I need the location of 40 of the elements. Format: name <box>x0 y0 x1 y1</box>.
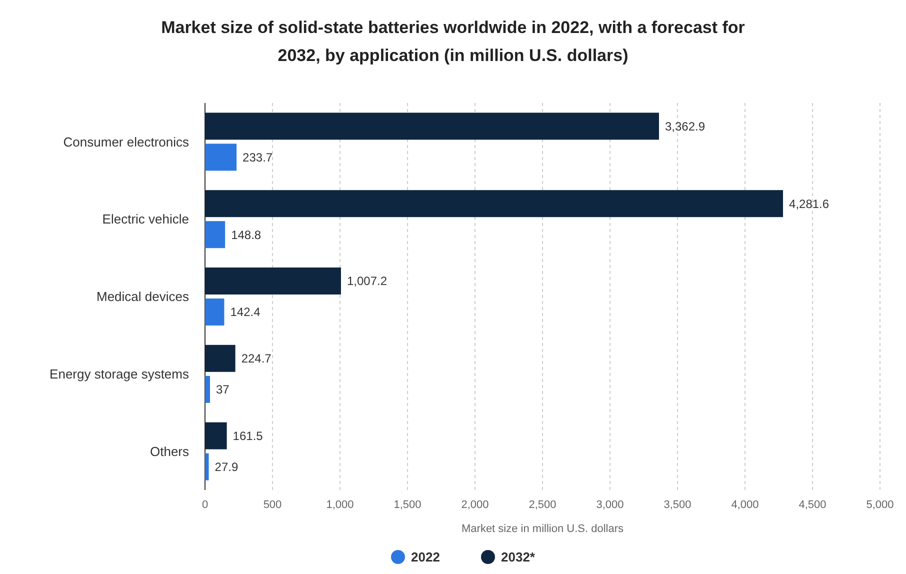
data-label: 1,007.2 <box>346 274 388 288</box>
x-tick-label: 3,500 <box>664 499 692 511</box>
y-tick-label: Electric vehicle <box>102 212 189 227</box>
bar <box>205 144 237 171</box>
data-label: 142.4 <box>230 305 261 320</box>
x-tick-label: 1,000 <box>326 499 354 511</box>
y-tick-label: Others <box>150 444 190 459</box>
x-tick-label: 4,500 <box>798 499 826 511</box>
x-tick-label: 2,000 <box>461 499 489 511</box>
x-axis-title: Market size in million U.S. dollars <box>462 523 624 535</box>
bar <box>205 422 227 450</box>
bar <box>205 344 236 372</box>
x-tick-label: 4,000 <box>731 499 759 511</box>
legend-label: 2032* <box>501 550 536 565</box>
bar <box>205 112 659 140</box>
data-label: 27.9 <box>214 460 238 474</box>
legend-label: 2022 <box>411 550 440 565</box>
data-label: 4,281.6 <box>789 196 830 211</box>
bar <box>205 221 226 248</box>
bar <box>205 298 224 326</box>
bar <box>205 268 341 294</box>
data-label: 233.7 <box>242 150 273 164</box>
bar <box>205 376 210 403</box>
x-tick-label: 0 <box>202 499 208 511</box>
chart-title: Market size of solid-state batteries worldwide in 2022, with a forecast for 2032, by application (in million U.S. dollars) <box>161 18 746 65</box>
y-tick-label: Energy storage systems <box>50 366 190 382</box>
x-tick-label: 500 <box>263 499 282 511</box>
x-tick-label: 3,000 <box>596 499 624 511</box>
y-tick-label: Medical devices <box>96 289 190 304</box>
x-tick-label: 5,000 <box>866 499 894 511</box>
data-label: 224.7 <box>241 352 272 366</box>
y-tick-label: Consumer electronics <box>63 134 190 150</box>
data-label: 37 <box>216 382 230 397</box>
data-label: 161.5 <box>232 429 264 443</box>
x-tick-label: 1,500 <box>394 499 422 511</box>
bar <box>205 453 209 480</box>
bar <box>205 190 784 218</box>
data-label: 3,362.9 <box>664 119 706 134</box>
x-tick-label: 2,500 <box>528 499 556 511</box>
data-label: 148.8 <box>231 228 262 242</box>
